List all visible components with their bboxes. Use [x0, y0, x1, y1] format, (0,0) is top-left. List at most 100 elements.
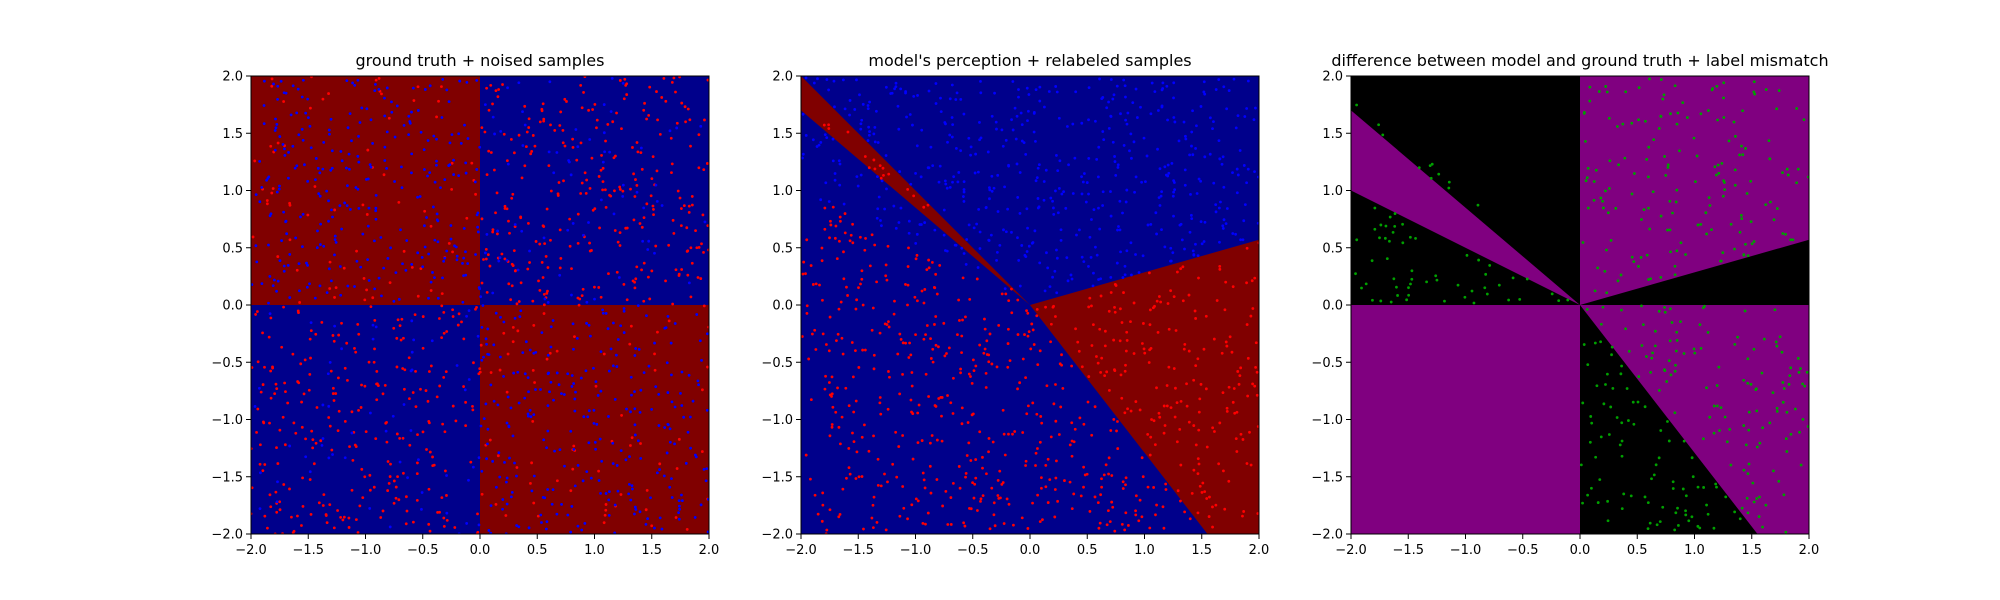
panel-0-point [505, 480, 508, 484]
panel-0-point [542, 312, 546, 315]
panel-1-point [1197, 177, 1201, 181]
panel-1-point [843, 212, 847, 215]
panel-1-point [807, 357, 811, 361]
panel-0-point [615, 464, 619, 467]
panel-1-point [830, 425, 834, 429]
panel-1-point [942, 233, 946, 237]
panel-1-point [1239, 432, 1243, 436]
panel-0-point [296, 380, 300, 383]
panel-1-point [951, 481, 955, 485]
panel-2-ytick-label: 1.5 [1322, 127, 1343, 142]
panel-0-point [566, 372, 570, 376]
panel-0-point [630, 436, 634, 440]
panel-1-point [1148, 526, 1152, 530]
panel-1-point [1116, 420, 1119, 423]
panel-2-point [1745, 496, 1749, 500]
panel-1-point [1202, 90, 1206, 94]
panel-2-point [1769, 200, 1772, 204]
panel-1-point [1214, 210, 1218, 214]
panel-0-point [640, 268, 643, 272]
panel-1-point [1248, 430, 1251, 434]
panel-0-point [548, 390, 551, 394]
panel-2-point [1741, 109, 1744, 113]
panel-1-ytick-label: 0.5 [772, 241, 793, 256]
panel-1-point [1007, 164, 1011, 168]
panel-2-point [1674, 200, 1678, 204]
panel-1-point [1109, 214, 1113, 218]
panel-0-point [270, 77, 274, 81]
panel-1-point [804, 76, 808, 80]
panel-0-point [694, 229, 697, 233]
panel-0-point [332, 339, 336, 343]
panel-0-point [356, 531, 360, 534]
panel-0-point [581, 233, 585, 237]
panel-2-point [1659, 214, 1663, 218]
panel-1-point [917, 403, 921, 407]
panel-1-point [1196, 457, 1200, 461]
panel-0-ytick-label: 0.0 [222, 299, 243, 314]
panel-0-point [488, 264, 492, 268]
panel-0-point [633, 512, 636, 516]
panel-0-point [322, 244, 326, 248]
panel-2-point [1666, 228, 1669, 232]
panel-1-point [1122, 144, 1126, 147]
panel-1-point [866, 104, 870, 107]
panel-2-point [1742, 253, 1746, 257]
panel-0-point [462, 226, 466, 230]
panel-1-point [1195, 124, 1198, 128]
panel-0-point [440, 496, 444, 500]
panel-1-point [1118, 339, 1122, 343]
panel-0-point [423, 168, 426, 171]
panel-0-point [594, 384, 598, 388]
panel-2-point [1355, 238, 1359, 242]
panel-1-point [957, 171, 961, 174]
panel-2-point [1584, 179, 1588, 183]
panel-1-point [1190, 217, 1194, 221]
panel-1-point [893, 299, 896, 303]
panel-0-point [655, 169, 659, 173]
panel-0-point [318, 284, 322, 288]
panel-1-point [1084, 200, 1088, 204]
panel-1-point [1124, 363, 1127, 367]
panel-1-point [992, 501, 996, 505]
panel-2-point [1673, 411, 1677, 415]
panel-0-point [451, 308, 455, 312]
panel-1-point [990, 189, 994, 193]
panel-1-point [801, 156, 804, 160]
panel-0-point [632, 218, 636, 222]
panel-2-point [1673, 264, 1677, 268]
panel-1-point [858, 93, 861, 97]
panel-0-point [705, 332, 709, 336]
panel-0-point [680, 268, 684, 271]
panel-2-point [1738, 230, 1742, 234]
panel-1-point [1070, 507, 1074, 511]
panel-1-point [1179, 400, 1183, 403]
panel-0-point [253, 159, 257, 163]
panel-1-point [962, 252, 966, 255]
panel-1-point [883, 322, 887, 326]
panel-0-point [379, 516, 383, 519]
panel-0-point [677, 517, 681, 521]
panel-1-point [1038, 440, 1042, 444]
panel-1-point [949, 401, 953, 405]
panel-1-point [1171, 251, 1175, 255]
panel-1-point [1042, 198, 1046, 202]
panel-0-point [680, 499, 684, 503]
panel-0-point [262, 122, 266, 126]
panel-0-point [463, 388, 467, 392]
panel-2-point [1586, 166, 1590, 170]
panel-0-point [675, 467, 679, 470]
panel-1-point [1072, 492, 1076, 496]
panel-0-point [635, 190, 639, 194]
panel-2-point [1379, 299, 1383, 303]
panel-1-point [1134, 509, 1137, 513]
panel-2-point [1744, 443, 1748, 447]
panel-0-point [520, 176, 524, 180]
panel-0-point [296, 87, 300, 91]
panel-1-point [1242, 164, 1246, 167]
panel-1-point [876, 207, 880, 211]
panel-2-point [1617, 163, 1620, 167]
panel-0-point [485, 232, 489, 236]
panel-1-point [1030, 322, 1034, 326]
panel-0-point [272, 150, 276, 154]
